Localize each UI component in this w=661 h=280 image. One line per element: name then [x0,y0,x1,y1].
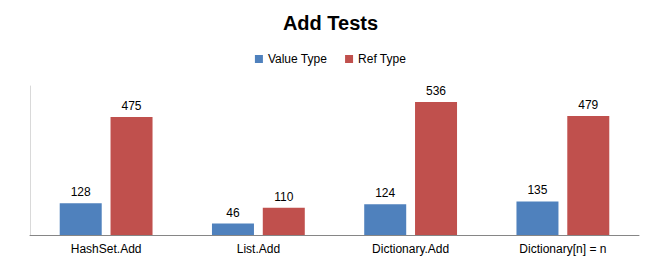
svg-text:110: 110 [274,190,293,204]
svg-text:479: 479 [578,98,598,112]
svg-text:Dictionary.Add: Dictionary.Add [372,242,449,256]
svg-text:Ref Type: Ref Type [358,52,406,66]
svg-text:HashSet.Add: HashSet.Add [71,242,142,256]
svg-text:Dictionary[n] = n: Dictionary[n] = n [519,242,606,256]
svg-text:536: 536 [426,84,446,98]
svg-text:Add Tests: Add Tests [283,12,378,34]
svg-text:124: 124 [375,186,395,200]
svg-text:List.Add: List.Add [237,242,280,256]
svg-text:128: 128 [71,185,91,199]
svg-text:135: 135 [527,183,547,197]
svg-text:475: 475 [122,99,142,113]
svg-text:Value Type: Value Type [268,52,327,66]
svg-text:46: 46 [226,206,240,220]
